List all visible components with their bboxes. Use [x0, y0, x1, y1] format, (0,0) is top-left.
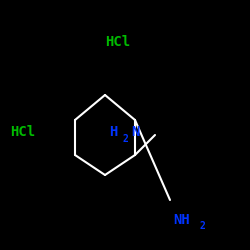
Text: H: H	[109, 125, 117, 139]
Text: HCl: HCl	[10, 125, 35, 139]
Text: N: N	[131, 125, 140, 139]
Text: 2: 2	[200, 221, 206, 231]
Text: 2: 2	[122, 134, 128, 144]
Text: HCl: HCl	[105, 35, 130, 49]
Text: NH: NH	[174, 213, 190, 227]
